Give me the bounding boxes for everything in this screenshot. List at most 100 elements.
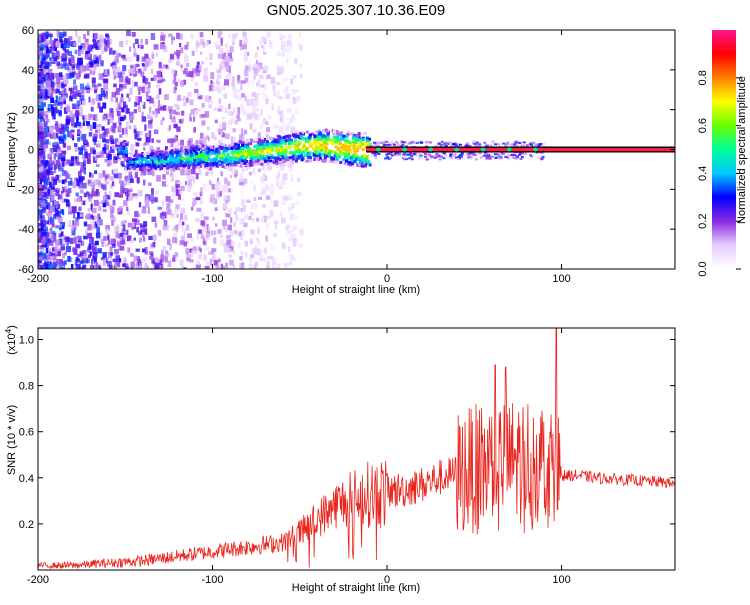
noise-cell [97, 59, 102, 65]
noise-cell [93, 257, 97, 265]
signal-cell [350, 158, 354, 162]
noise-cell [102, 195, 108, 201]
noise-cell [91, 98, 96, 105]
noise-cell [292, 238, 297, 243]
noise-cell [137, 259, 142, 266]
noise-cell [129, 175, 133, 180]
signal-cell [338, 141, 342, 145]
noise-cell [128, 125, 132, 130]
noise-cell [69, 110, 73, 117]
signal-cell [176, 164, 180, 168]
signal-cell [361, 164, 364, 168]
signal-cell [124, 157, 127, 161]
noise-cell [49, 227, 53, 231]
noise-cell [206, 230, 211, 237]
signal-cell [313, 150, 317, 154]
noise-cell [190, 236, 194, 244]
tail-cell [512, 143, 516, 146]
noise-cell [173, 86, 177, 94]
signal-cell [225, 158, 229, 162]
tail-cell [511, 152, 514, 155]
tail-cell [375, 152, 379, 155]
noise-cell [174, 209, 179, 214]
signal-cell [351, 136, 355, 140]
noise-cell [73, 63, 79, 68]
signal-cell [249, 138, 253, 142]
signal-cell [298, 141, 302, 144]
signal-cell [352, 141, 355, 145]
signal-cell [286, 138, 290, 142]
noise-cell [87, 208, 91, 212]
noise-cell [154, 222, 158, 228]
noise-cell [89, 172, 92, 177]
noise-cell [38, 192, 42, 199]
noise-cell [83, 235, 88, 240]
tail-cell [491, 140, 495, 143]
signal-cell [270, 143, 274, 147]
noise-cell [185, 154, 188, 159]
tail-cell [497, 156, 501, 159]
signal-cell [232, 150, 236, 154]
noise-cell [144, 228, 148, 235]
signal-cell [257, 150, 261, 154]
noise-cell [213, 237, 217, 244]
signal-cell [297, 148, 301, 152]
noise-cell [181, 81, 184, 87]
noise-cell [51, 163, 57, 170]
noise-cell [130, 68, 136, 74]
signal-cell [145, 165, 149, 169]
noise-cell [177, 94, 181, 101]
signal-cell [154, 166, 158, 170]
signal-cell [119, 143, 123, 146]
noise-cell [219, 122, 222, 129]
noise-cell [59, 138, 64, 144]
noise-cell [73, 91, 78, 96]
signal-cell [284, 158, 288, 162]
noise-cell [62, 75, 68, 82]
noise-cell [84, 257, 89, 264]
signal-cell [226, 152, 230, 156]
y-tick-label: 60 [22, 25, 34, 37]
noise-cell [95, 129, 98, 133]
noise-cell [111, 217, 116, 222]
noise-cell [126, 30, 131, 37]
signal-cell [275, 144, 279, 148]
signal-cell [220, 154, 224, 158]
signal-cell [345, 145, 349, 149]
signal-cell [265, 162, 269, 166]
noise-cell [125, 179, 131, 185]
signal-cell [270, 156, 274, 160]
signal-cell [193, 159, 197, 162]
signal-cell [179, 160, 183, 164]
signal-cell [136, 164, 140, 168]
signal-cell [244, 152, 248, 156]
noise-cell [267, 164, 273, 171]
noise-cell [172, 109, 177, 115]
tail-cell [446, 142, 450, 145]
noise-cell [59, 223, 62, 230]
noise-cell [63, 40, 68, 44]
tail-cell [466, 142, 469, 145]
tail-cell [407, 153, 411, 156]
tail-cell [401, 143, 405, 146]
noise-cell [89, 251, 92, 256]
noise-cell [230, 117, 235, 124]
noise-cell [82, 153, 86, 160]
noise-cell [228, 103, 231, 110]
noise-cell [162, 245, 167, 252]
noise-cell [95, 163, 100, 167]
noise-cell [212, 81, 215, 85]
noise-cell [212, 253, 216, 260]
tail-cell [401, 141, 405, 144]
noise-cell [213, 135, 217, 141]
noise-cell [96, 63, 100, 67]
noise-cell [251, 91, 256, 97]
tail-cell [440, 140, 444, 143]
signal-cell [263, 159, 267, 163]
signal-cell [236, 146, 240, 150]
signal-cell [328, 149, 331, 153]
noise-cell [270, 77, 276, 84]
noise-cell [229, 174, 233, 178]
noise-cell [272, 261, 277, 269]
noise-cell [183, 241, 188, 247]
